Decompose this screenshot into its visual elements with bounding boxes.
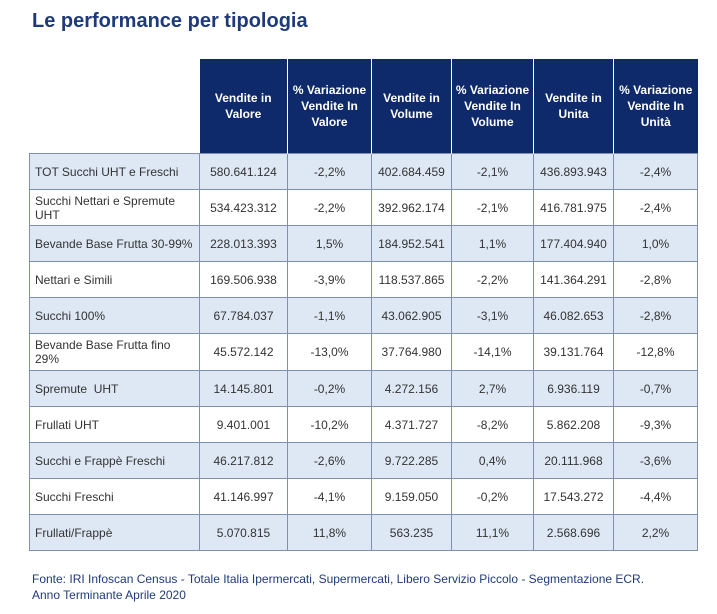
cell-vendite-volume: 4.371.727 bbox=[371, 406, 452, 443]
cell-vendite-unita: 2.568.696 bbox=[533, 514, 614, 551]
row-category: Bevande Base Frutta 30-99% bbox=[29, 225, 200, 262]
cell-var-valore: 11,8% bbox=[287, 514, 372, 551]
cell-vendite-unita: 141.364.291 bbox=[533, 261, 614, 298]
cell-var-volume: -2,1% bbox=[451, 153, 534, 190]
table-header-row: Vendite in Valore % Variazione Vendite I… bbox=[29, 59, 698, 154]
cell-vendite-volume: 9.722.285 bbox=[371, 442, 452, 479]
cell-vendite-valore: 5.070.815 bbox=[199, 514, 288, 551]
row-category: TOT Succhi UHT e Freschi bbox=[29, 153, 200, 190]
performance-table: Vendite in Valore % Variazione Vendite I… bbox=[29, 59, 698, 551]
table-row: TOT Succhi UHT e Freschi 580.641.124 -2,… bbox=[29, 153, 698, 190]
cell-var-unita: -0,7% bbox=[613, 370, 698, 407]
cell-var-valore: -4,1% bbox=[287, 478, 372, 515]
cell-var-volume: -3,1% bbox=[451, 297, 534, 334]
table-row: Frullati/Frappè 5.070.815 11,8% 563.235 … bbox=[29, 514, 698, 551]
cell-vendite-unita: 46.082.653 bbox=[533, 297, 614, 334]
row-category: Succhi Nettari e Spremute UHT bbox=[29, 189, 200, 226]
cell-var-volume: -2,1% bbox=[451, 189, 534, 226]
table-row: Succhi 100% 67.784.037 -1,1% 43.062.905 … bbox=[29, 297, 698, 334]
table-row: Spremute UHT 14.145.801 -0,2% 4.272.156 … bbox=[29, 370, 698, 407]
table-row: Bevande Base Frutta fino 29% 45.572.142 … bbox=[29, 333, 698, 371]
cell-vendite-volume: 184.952.541 bbox=[371, 225, 452, 262]
cell-vendite-valore: 46.217.812 bbox=[199, 442, 288, 479]
cell-vendite-volume: 43.062.905 bbox=[371, 297, 452, 334]
cell-var-unita: 2,2% bbox=[613, 514, 698, 551]
cell-vendite-volume: 392.962.174 bbox=[371, 189, 452, 226]
cell-vendite-volume: 9.159.050 bbox=[371, 478, 452, 515]
cell-var-unita: -2,8% bbox=[613, 261, 698, 298]
table-row: Succhi Nettari e Spremute UHT 534.423.31… bbox=[29, 189, 698, 226]
header-vendite-valore: Vendite in Valore bbox=[199, 59, 288, 154]
table-row: Frullati UHT 9.401.001 -10,2% 4.371.727 … bbox=[29, 406, 698, 443]
cell-vendite-unita: 177.404.940 bbox=[533, 225, 614, 262]
cell-var-volume: -14,1% bbox=[451, 333, 534, 371]
cell-var-valore: -2,6% bbox=[287, 442, 372, 479]
cell-vendite-valore: 534.423.312 bbox=[199, 189, 288, 226]
cell-var-volume: 11,1% bbox=[451, 514, 534, 551]
cell-var-volume: 0,4% bbox=[451, 442, 534, 479]
cell-var-valore: -3,9% bbox=[287, 261, 372, 298]
cell-var-valore: -10,2% bbox=[287, 406, 372, 443]
cell-var-volume: -0,2% bbox=[451, 478, 534, 515]
cell-vendite-valore: 169.506.938 bbox=[199, 261, 288, 298]
cell-vendite-valore: 67.784.037 bbox=[199, 297, 288, 334]
header-blank-cell bbox=[29, 59, 200, 154]
cell-vendite-unita: 5.862.208 bbox=[533, 406, 614, 443]
cell-vendite-volume: 37.764.980 bbox=[371, 333, 452, 371]
cell-var-valore: -0,2% bbox=[287, 370, 372, 407]
cell-vendite-unita: 17.543.272 bbox=[533, 478, 614, 515]
cell-var-unita: -4,4% bbox=[613, 478, 698, 515]
cell-vendite-unita: 436.893.943 bbox=[533, 153, 614, 190]
header-vendite-volume: Vendite in Volume bbox=[371, 59, 452, 154]
cell-var-unita: -2,4% bbox=[613, 189, 698, 226]
row-category: Bevande Base Frutta fino 29% bbox=[29, 333, 200, 371]
row-category: Succhi Freschi bbox=[29, 478, 200, 515]
cell-var-valore: 1,5% bbox=[287, 225, 372, 262]
cell-vendite-valore: 580.641.124 bbox=[199, 153, 288, 190]
cell-vendite-volume: 563.235 bbox=[371, 514, 452, 551]
header-var-volume: % Variazione Vendite In Volume bbox=[451, 59, 534, 154]
row-category: Frullati UHT bbox=[29, 406, 200, 443]
row-category: Nettari e Simili bbox=[29, 261, 200, 298]
source-note: Fonte: IRI Infoscan Census - Totale Ital… bbox=[32, 572, 645, 602]
table-row: Succhi Freschi 41.146.997 -4,1% 9.159.05… bbox=[29, 478, 698, 515]
cell-var-volume: -2,2% bbox=[451, 261, 534, 298]
cell-vendite-valore: 45.572.142 bbox=[199, 333, 288, 371]
header-var-valore: % Variazione Vendite In Valore bbox=[287, 59, 372, 154]
header-vendite-unita: Vendite in Unita bbox=[533, 59, 614, 154]
cell-vendite-volume: 402.684.459 bbox=[371, 153, 452, 190]
cell-var-unita: -2,8% bbox=[613, 297, 698, 334]
cell-vendite-unita: 20.111.968 bbox=[533, 442, 614, 479]
cell-var-valore: -2,2% bbox=[287, 189, 372, 226]
row-category: Frullati/Frappè bbox=[29, 514, 200, 551]
table-row: Nettari e Simili 169.506.938 -3,9% 118.5… bbox=[29, 261, 698, 298]
cell-var-volume: 1,1% bbox=[451, 225, 534, 262]
cell-var-unita: -9,3% bbox=[613, 406, 698, 443]
table-row: Bevande Base Frutta 30-99% 228.013.393 1… bbox=[29, 225, 698, 262]
cell-vendite-unita: 416.781.975 bbox=[533, 189, 614, 226]
header-var-unita: % Variazione Vendite In Unità bbox=[613, 59, 698, 154]
table-row: Succhi e Frappè Freschi 46.217.812 -2,6%… bbox=[29, 442, 698, 479]
cell-var-volume: 2,7% bbox=[451, 370, 534, 407]
cell-vendite-volume: 118.537.865 bbox=[371, 261, 452, 298]
cell-var-unita: -3,6% bbox=[613, 442, 698, 479]
cell-vendite-unita: 6.936.119 bbox=[533, 370, 614, 407]
cell-var-unita: -12,8% bbox=[613, 333, 698, 371]
cell-var-valore: -1,1% bbox=[287, 297, 372, 334]
row-category: Succhi 100% bbox=[29, 297, 200, 334]
cell-var-valore: -2,2% bbox=[287, 153, 372, 190]
cell-vendite-volume: 4.272.156 bbox=[371, 370, 452, 407]
cell-vendite-valore: 9.401.001 bbox=[199, 406, 288, 443]
row-category: Succhi e Frappè Freschi bbox=[29, 442, 200, 479]
cell-vendite-valore: 41.146.997 bbox=[199, 478, 288, 515]
cell-vendite-valore: 14.145.801 bbox=[199, 370, 288, 407]
page-title: Le performance per tipologia bbox=[32, 10, 308, 32]
cell-var-valore: -13,0% bbox=[287, 333, 372, 371]
cell-var-unita: -2,4% bbox=[613, 153, 698, 190]
row-category: Spremute UHT bbox=[29, 370, 200, 407]
cell-var-unita: 1,0% bbox=[613, 225, 698, 262]
cell-vendite-unita: 39.131.764 bbox=[533, 333, 614, 371]
cell-vendite-valore: 228.013.393 bbox=[199, 225, 288, 262]
cell-var-volume: -8,2% bbox=[451, 406, 534, 443]
